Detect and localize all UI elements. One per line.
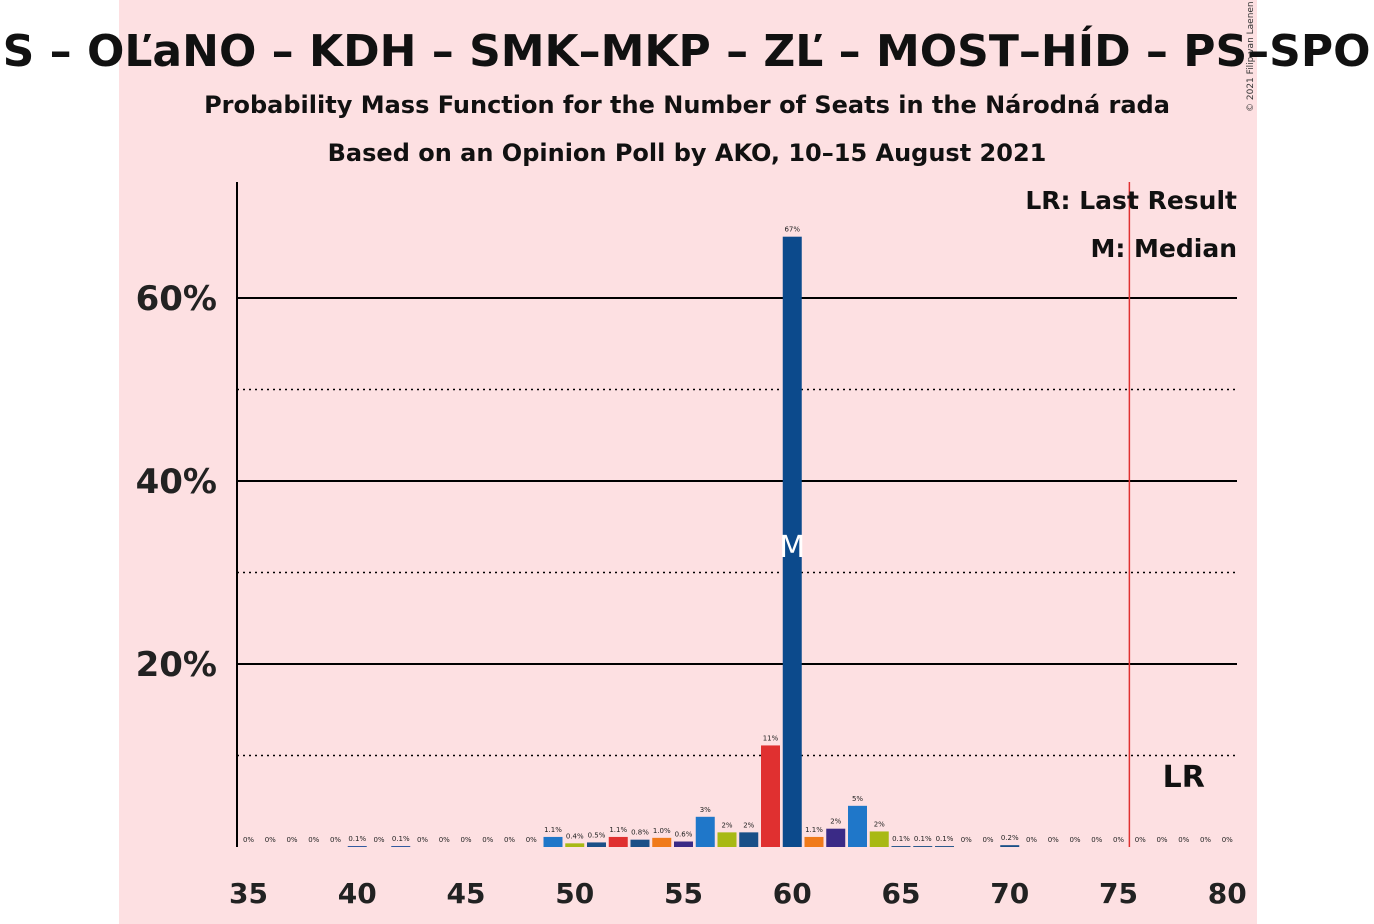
bar-label-seats-65: 0.1% <box>892 835 910 843</box>
x-tick-label: 80 <box>1208 877 1247 910</box>
x-tick-label: 60 <box>773 877 812 910</box>
bar-seats-56 <box>695 816 715 847</box>
bar-seats-55 <box>674 841 693 847</box>
bar-label-seats-78: 0% <box>1178 836 1189 844</box>
bar-seats-42 <box>391 846 411 847</box>
bar-label-seats-55: 0.6% <box>675 831 693 839</box>
bar-seats-62 <box>826 828 846 847</box>
bar-label-seats-66: 0.1% <box>914 835 932 843</box>
bar-label-seats-60: 67% <box>784 226 800 234</box>
x-tick-label: 55 <box>664 877 703 910</box>
y-tick-label: 20% <box>136 645 217 685</box>
bar-label-seats-35: 0% <box>243 836 254 844</box>
bar-seats-64 <box>869 831 889 847</box>
bar-label-seats-70: 0.2% <box>1001 834 1019 842</box>
bar-label-seats-36: 0% <box>265 836 276 844</box>
bar-seats-60 <box>782 236 802 847</box>
bar-seats-49 <box>543 836 563 847</box>
bar-seats-57 <box>717 832 737 847</box>
gridlines <box>237 297 1237 757</box>
bar-label-seats-73: 0% <box>1069 836 1080 844</box>
bar-label-seats-40: 0.1% <box>348 835 366 843</box>
last-result-label: LR <box>1163 760 1205 795</box>
bar-label-seats-51: 0.5% <box>588 831 606 839</box>
x-tick-label: 65 <box>882 877 921 910</box>
bar-label-seats-63: 5% <box>852 795 863 803</box>
bar-label-seats-69: 0% <box>982 836 993 844</box>
x-tick-label: 45 <box>447 877 486 910</box>
bar-seats-70 <box>1000 845 1020 847</box>
bar-seats-66 <box>913 846 933 847</box>
bar-seats-52 <box>608 836 628 847</box>
bar-seats-67 <box>935 846 954 847</box>
bar-label-seats-56: 3% <box>700 806 711 814</box>
bar-label-seats-49: 1.1% <box>544 826 562 834</box>
bar-label-seats-47: 0% <box>504 836 515 844</box>
bar-seats-40 <box>347 846 367 847</box>
bar-label-seats-80: 0% <box>1222 836 1233 844</box>
background-band <box>119 0 1257 924</box>
bar-label-seats-59: 11% <box>763 734 779 742</box>
bar-labels: 0% 0% 0% 0% 0% 0.1% 0% 0.1% 0% 0% 0% 0% 0% 0% 1.1% 0.4%… <box>243 226 1233 844</box>
copyright-note: © 2021 Filip van Laenen <box>1246 1 1256 112</box>
legend-last-result: LR: Last Result <box>1025 186 1237 215</box>
y-tick-label: 60% <box>136 279 217 319</box>
bar-label-seats-75: 0% <box>1113 836 1124 844</box>
bar-seats-50 <box>565 843 585 847</box>
bar-label-seats-48: 0% <box>526 836 537 844</box>
x-tick-label: 50 <box>555 877 594 910</box>
bar-label-seats-50: 0.4% <box>566 832 584 840</box>
bar-label-seats-71: 0% <box>1026 836 1037 844</box>
bar-label-seats-76: 0% <box>1135 836 1146 844</box>
bar-seats-54 <box>652 837 672 847</box>
median-marker: M <box>779 530 805 565</box>
bar-seats-58 <box>739 832 759 847</box>
bar-label-seats-41: 0% <box>373 836 384 844</box>
bar-label-seats-58: 2% <box>743 821 754 829</box>
bar-label-seats-39: 0% <box>330 836 341 844</box>
x-tick-label: 75 <box>1099 877 1138 910</box>
bar-seats-65 <box>891 846 911 847</box>
bar-seats-53 <box>630 839 650 847</box>
bar-label-seats-74: 0% <box>1091 836 1102 844</box>
bar-label-seats-57: 2% <box>721 821 732 829</box>
chart-subtitle-line2: Based on an Opinion Poll by AKO, 10–15 A… <box>328 139 1047 167</box>
bar-label-seats-53: 0.8% <box>631 829 649 837</box>
bar-seats-61 <box>804 836 824 847</box>
x-tick-label: 40 <box>338 877 377 910</box>
bar-label-seats-37: 0% <box>286 836 297 844</box>
bar-label-seats-68: 0% <box>961 836 972 844</box>
bars <box>347 236 1020 847</box>
bar-label-seats-43: 0% <box>417 836 428 844</box>
x-tick-label: 70 <box>990 877 1029 910</box>
bar-seats-51 <box>587 842 606 847</box>
bar-label-seats-46: 0% <box>482 836 493 844</box>
bar-label-seats-44: 0% <box>439 836 450 844</box>
x-tick-labels: 35 40 45 50 55 60 65 70 75 80 <box>229 877 1247 910</box>
bar-label-seats-64: 2% <box>874 820 885 828</box>
y-tick-label: 40% <box>136 462 217 502</box>
bar-label-seats-54: 1.0% <box>653 827 671 835</box>
bar-label-seats-72: 0% <box>1048 836 1059 844</box>
bar-seats-63 <box>848 805 867 847</box>
legend-median: M: Median <box>1090 234 1237 263</box>
bar-label-seats-38: 0% <box>308 836 319 844</box>
x-tick-label: 35 <box>229 877 268 910</box>
bar-label-seats-42: 0.1% <box>392 835 410 843</box>
y-tick-labels: 20% 40% 60% <box>136 279 217 685</box>
bar-label-seats-61: 1.1% <box>805 826 823 834</box>
bar-label-seats-67: 0.1% <box>936 835 954 843</box>
bar-label-seats-79: 0% <box>1200 836 1211 844</box>
bar-label-seats-45: 0% <box>460 836 471 844</box>
bar-seats-59 <box>761 745 780 847</box>
chart-subtitle-line1: Probability Mass Function for the Number… <box>204 91 1170 119</box>
chart-title: SaS – OĽaNO – KDH – SMK–MKP – ZĽ – MOST–… <box>0 24 1374 77</box>
bar-label-seats-52: 1.1% <box>609 826 627 834</box>
bar-label-seats-77: 0% <box>1156 836 1167 844</box>
bar-label-seats-62: 2% <box>830 818 841 826</box>
